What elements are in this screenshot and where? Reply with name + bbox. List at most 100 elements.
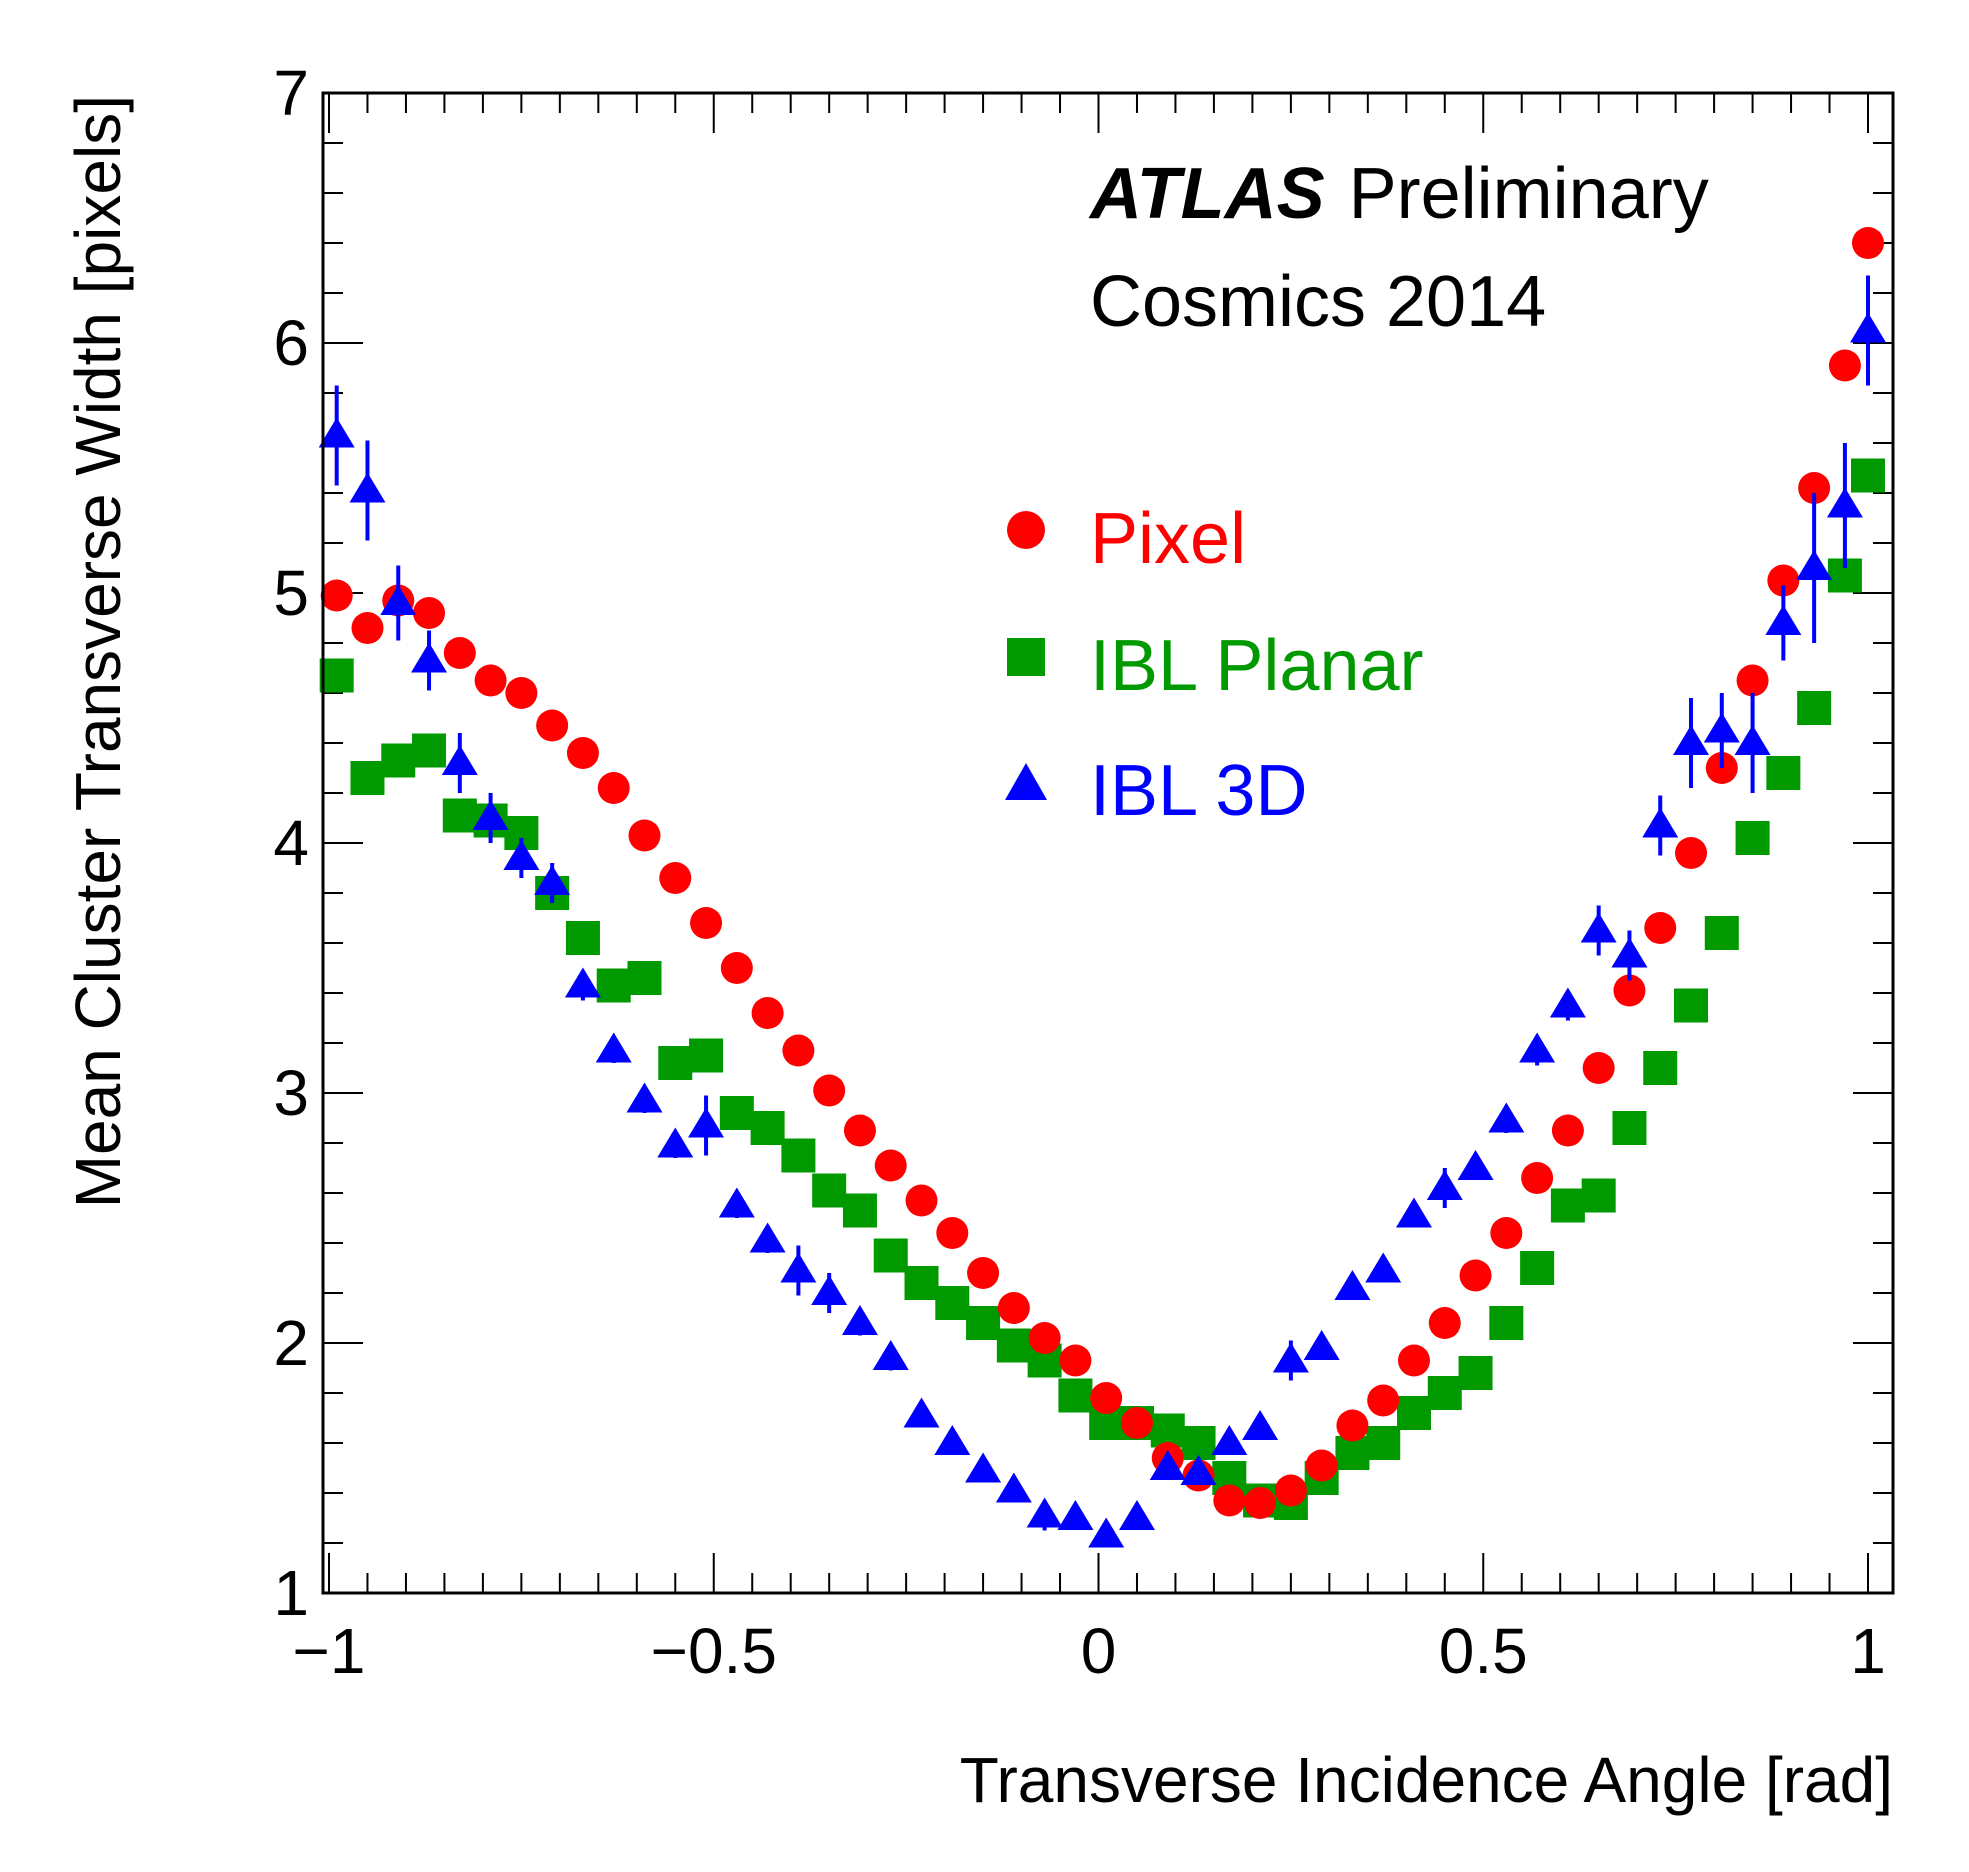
data-point-triangle <box>780 1252 817 1283</box>
y-tick-label: 4 <box>273 807 309 879</box>
data-point-triangle <box>1642 807 1679 838</box>
data-point-circle <box>1059 1344 1092 1377</box>
data-point-square <box>935 1286 970 1320</box>
data-point-triangle <box>749 1222 786 1253</box>
data-point-square <box>842 1193 877 1228</box>
data-point-circle <box>1028 1322 1061 1354</box>
data-point-triangle <box>318 417 355 448</box>
data-point-square <box>1674 988 1709 1023</box>
data-point-square <box>627 961 662 995</box>
data-point-circle <box>351 612 384 644</box>
legend: Pixel IBL Planar IBL 3D <box>1005 499 1424 831</box>
y-tick-label: 6 <box>273 307 309 379</box>
data-point-triangle <box>1796 550 1833 580</box>
y-tick-label: 5 <box>273 557 309 629</box>
data-point-circle <box>905 1184 938 1217</box>
data-point-triangle <box>534 865 571 895</box>
data-point-square <box>750 1111 785 1145</box>
data-point-circle <box>1120 1407 1153 1439</box>
y-tick-label: 1 <box>273 1557 309 1629</box>
x-tick-label: 1 <box>1850 1615 1886 1687</box>
series-ibl-3d <box>318 275 1886 1548</box>
data-point-circle <box>443 637 476 669</box>
data-point-square <box>1150 1413 1185 1448</box>
status-label: Preliminary <box>1349 154 1709 234</box>
data-point-triangle <box>718 1187 755 1218</box>
data-point-square <box>1396 1396 1431 1430</box>
data-point-circle <box>1521 1162 1554 1194</box>
x-tick-label: −1 <box>293 1615 366 1687</box>
data-point-square <box>812 1173 847 1208</box>
data-point-triangle <box>441 745 478 775</box>
plot-frame <box>321 91 1895 1595</box>
data-point-circle <box>997 1292 1030 1324</box>
data-point-circle <box>1675 837 1708 869</box>
data-point-triangle <box>1734 725 1771 755</box>
data-point-circle <box>1274 1474 1307 1507</box>
data-point-triangle <box>1026 1497 1063 1528</box>
data-point-circle <box>1644 912 1677 944</box>
data-point-square <box>1366 1426 1401 1460</box>
data-point-square <box>1058 1378 1093 1413</box>
data-point-circle <box>751 997 784 1029</box>
data-point-square <box>1797 691 1832 725</box>
data-point-triangle <box>1180 1455 1217 1485</box>
axis-ticks <box>323 92 1893 1594</box>
data-point-circle <box>1736 664 1769 697</box>
data-point-circle <box>1798 472 1831 504</box>
data-point-square <box>412 733 447 768</box>
data-point-square <box>1458 1356 1493 1390</box>
data-point-triangle <box>872 1340 909 1370</box>
data-point-circle <box>1852 227 1884 259</box>
data-point-triangle <box>965 1452 1002 1483</box>
data-point-square <box>966 1306 1001 1340</box>
data-point-triangle <box>503 840 540 870</box>
data-point-triangle <box>626 1082 663 1113</box>
data-point-triangle <box>1334 1270 1371 1300</box>
data-point-triangle <box>1850 312 1886 343</box>
data-point-triangle <box>1088 1517 1125 1548</box>
data-point-triangle <box>1826 487 1863 518</box>
data-point-triangle <box>1242 1410 1279 1440</box>
legend-marker-ibl-3d <box>1005 763 1047 800</box>
data-point-circle <box>1828 349 1861 382</box>
data-point-triangle <box>688 1107 725 1138</box>
series-pixel <box>320 227 1884 1519</box>
data-point-square <box>1851 458 1885 493</box>
data-point-circle <box>505 677 538 709</box>
data-point-square <box>689 1038 724 1073</box>
data-point-circle <box>1090 1382 1123 1414</box>
y-axis-title: Mean Cluster Transverse Width [pixels] <box>62 95 134 1208</box>
data-point-circle <box>1459 1259 1492 1292</box>
data-point-circle <box>690 907 723 939</box>
data-point-circle <box>566 737 599 769</box>
data-point-square <box>1550 1188 1585 1223</box>
data-point-square <box>565 921 600 955</box>
data-point-circle <box>1336 1409 1369 1442</box>
data-point-circle <box>720 952 753 984</box>
data-point-circle <box>936 1217 969 1249</box>
data-point-circle <box>1244 1487 1277 1519</box>
data-point-triangle <box>1488 1102 1525 1133</box>
data-point-square <box>1735 821 1770 855</box>
data-point-square <box>873 1238 908 1273</box>
data-point-square <box>658 1046 693 1080</box>
data-point-circle <box>320 579 353 612</box>
data-point-triangle <box>1765 605 1802 635</box>
data-point-triangle <box>841 1305 878 1335</box>
data-point-triangle <box>1673 725 1710 755</box>
data-point-square <box>1181 1426 1216 1460</box>
data-point-triangle <box>411 642 448 673</box>
data-point-square <box>1704 916 1739 950</box>
data-point-triangle <box>1426 1170 1463 1200</box>
atlas-label: ATLAS Preliminary <box>1088 154 1709 234</box>
data-point-circle <box>1305 1449 1338 1482</box>
data-point-circle <box>782 1034 815 1067</box>
data-point-triangle <box>1395 1197 1432 1228</box>
data-point-triangle <box>595 1032 632 1063</box>
data-point-triangle <box>657 1127 694 1158</box>
y-tick-label: 3 <box>273 1057 309 1129</box>
y-tick-label: 2 <box>273 1307 309 1379</box>
data-point-circle <box>1767 564 1800 597</box>
